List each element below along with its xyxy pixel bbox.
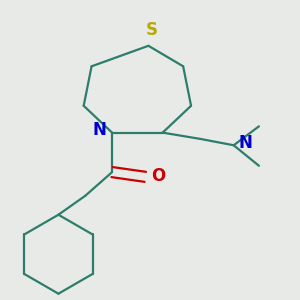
Text: S: S xyxy=(146,21,158,39)
Text: N: N xyxy=(238,134,252,152)
Text: O: O xyxy=(151,167,165,185)
Text: N: N xyxy=(92,121,106,139)
